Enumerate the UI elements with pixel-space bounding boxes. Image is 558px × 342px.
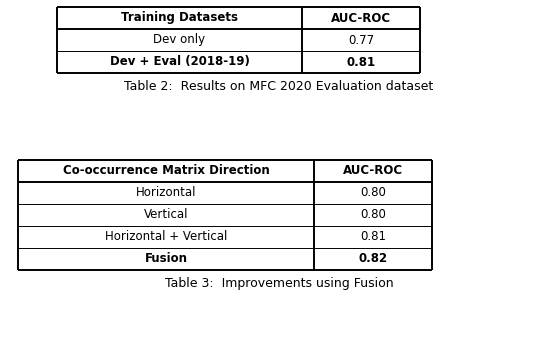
Bar <box>18 160 432 182</box>
Text: Dev only: Dev only <box>153 34 205 47</box>
Bar <box>18 248 432 270</box>
Text: Fusion: Fusion <box>145 252 187 265</box>
Text: 0.82: 0.82 <box>358 252 388 265</box>
Bar <box>18 226 432 248</box>
Text: Training Datasets: Training Datasets <box>121 12 238 25</box>
Text: Table 2:  Results on MFC 2020 Evaluation dataset: Table 2: Results on MFC 2020 Evaluation … <box>124 80 434 93</box>
Text: Horizontal: Horizontal <box>136 186 196 199</box>
Bar <box>18 204 432 226</box>
Text: AUC-ROC: AUC-ROC <box>331 12 391 25</box>
Text: 0.80: 0.80 <box>360 209 386 222</box>
Text: AUC-ROC: AUC-ROC <box>343 165 403 177</box>
Text: Horizontal + Vertical: Horizontal + Vertical <box>105 231 227 244</box>
Text: 0.80: 0.80 <box>360 186 386 199</box>
Text: Table 3:  Improvements using Fusion: Table 3: Improvements using Fusion <box>165 277 393 290</box>
Text: Vertical: Vertical <box>144 209 188 222</box>
Text: 0.81: 0.81 <box>360 231 386 244</box>
Bar <box>57 51 420 73</box>
Text: Dev + Eval (2018-19): Dev + Eval (2018-19) <box>109 55 249 68</box>
Text: Co-occurrence Matrix Direction: Co-occurrence Matrix Direction <box>62 165 270 177</box>
Bar <box>18 182 432 204</box>
Text: 0.77: 0.77 <box>348 34 374 47</box>
Bar <box>57 29 420 51</box>
Bar <box>57 7 420 29</box>
Text: 0.81: 0.81 <box>347 55 376 68</box>
